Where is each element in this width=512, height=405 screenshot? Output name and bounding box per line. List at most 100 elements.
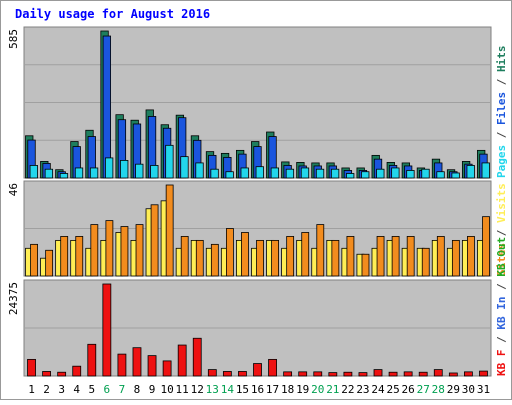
bar-files-day-6: [102, 35, 111, 179]
day-label-3: 3: [58, 383, 65, 396]
day-label-2: 2: [43, 383, 50, 396]
bar-kbytes-day-2: [42, 371, 51, 377]
day-label-12: 12: [191, 383, 204, 396]
axis-label-part: KB Out: [495, 237, 508, 277]
bar-sites-day-28: [436, 236, 445, 277]
bar-sites-day-29: [451, 239, 460, 277]
bar-pages-day-24: [376, 168, 385, 179]
bar-pages-day-14: [225, 171, 234, 179]
bar-pages-day-11: [180, 156, 189, 179]
day-label-31: 31: [477, 383, 490, 396]
bar-kbytes-day-26: [403, 371, 413, 377]
bar-kbytes-day-21: [328, 372, 338, 377]
series-kbytes: [27, 283, 488, 377]
axis-series-label: Pages / Files / Hits: [495, 46, 508, 179]
axis-label-part: /: [495, 330, 508, 350]
bar-kbytes-day-5: [87, 343, 97, 377]
bar-kbytes-day-7: [117, 353, 127, 377]
bar-pages-day-13: [210, 168, 219, 179]
bar-kbytes-day-1: [27, 358, 36, 377]
bar-kbytes-day-10: [162, 360, 172, 377]
bar-sites-day-19: [301, 232, 310, 277]
bar-pages-day-6: [105, 157, 114, 179]
bar-sites-day-26: [406, 236, 415, 277]
axis-series-label: Sites / Visits: [495, 183, 508, 276]
bar-kbytes-day-18: [283, 371, 293, 377]
axis-label-part: Pages: [495, 145, 508, 178]
bar-kbytes-day-25: [388, 371, 398, 377]
bar-sites-day-4: [75, 236, 84, 277]
axis-series-label: KB F / KB In / KB Out: [495, 237, 508, 376]
axis-label-part: /: [495, 125, 508, 145]
bar-kbytes-day-4: [72, 365, 82, 377]
bar-pages-day-15: [240, 167, 249, 179]
bar-sites-day-9: [150, 204, 159, 277]
day-label-13: 13: [206, 383, 219, 396]
bar-kbytes-day-28: [433, 369, 443, 377]
day-label-30: 30: [462, 383, 475, 396]
bar-pages-day-7: [120, 160, 129, 179]
bar-sites-day-7: [120, 226, 129, 277]
day-label-15: 15: [236, 383, 249, 396]
bar-pages-day-31: [481, 162, 490, 179]
day-label-19: 19: [296, 383, 309, 396]
bar-kbytes-day-3: [57, 371, 67, 377]
day-label-18: 18: [281, 383, 294, 396]
bar-pages-day-8: [135, 163, 144, 179]
bar-pages-day-30: [466, 165, 475, 179]
day-label-11: 11: [176, 383, 189, 396]
bar-pages-day-1: [29, 165, 38, 179]
bar-kbytes-day-16: [253, 363, 262, 377]
bar-pages-day-4: [74, 167, 84, 179]
bar-sites-day-30: [467, 236, 475, 277]
bar-sites-day-22: [346, 236, 355, 277]
day-label-16: 16: [251, 383, 264, 396]
axis-label-part: Visits: [495, 183, 508, 223]
bar-kbytes-day-22: [343, 371, 353, 377]
day-label-7: 7: [119, 383, 126, 396]
panel-hits-files-pages: 585 Pages / Files / Hits: [7, 26, 508, 179]
bar-kbytes-day-30: [463, 371, 473, 377]
bar-sites-day-3: [60, 236, 69, 277]
bar-kbytes-day-27: [418, 371, 428, 377]
bar-sites-day-12: [195, 239, 204, 277]
bar-sites-day-16: [256, 239, 264, 277]
bar-pages-day-21: [330, 168, 340, 179]
bar-pages-day-22: [346, 173, 355, 179]
bar-kbytes-day-31: [479, 370, 488, 377]
day-label-8: 8: [134, 383, 141, 396]
bar-sites-day-23: [361, 253, 370, 277]
day-label-21: 21: [326, 383, 339, 396]
bar-sites-day-2: [45, 249, 54, 277]
series-sites: [30, 184, 490, 277]
day-label-9: 9: [149, 383, 156, 396]
bar-sites-day-14: [226, 228, 234, 277]
bar-kbytes-day-29: [448, 372, 458, 377]
bar-kbytes-day-6: [102, 283, 112, 377]
day-label-25: 25: [386, 383, 399, 396]
day-label-4: 4: [73, 383, 80, 396]
bar-sites-day-15: [241, 232, 249, 277]
bar-sites-day-18: [286, 236, 295, 277]
bar-pages-day-28: [436, 171, 445, 179]
bar-sites-day-13: [210, 243, 219, 277]
day-label-1: 1: [28, 383, 35, 396]
day-label-6: 6: [104, 383, 111, 396]
bar-sites-day-25: [391, 236, 400, 277]
bar-sites-day-24: [376, 236, 385, 277]
panel-kbytes: 24375 KB F / KB In / KB Out: [7, 237, 508, 377]
day-label-23: 23: [356, 383, 369, 396]
bar-sites-day-17: [271, 239, 280, 277]
bar-kbytes-day-12: [192, 337, 202, 377]
day-label-22: 22: [341, 383, 354, 396]
bar-kbytes-day-11: [177, 344, 187, 377]
day-label-14: 14: [221, 383, 235, 396]
bar-kbytes-day-17: [268, 358, 277, 377]
bar-kbytes-day-20: [313, 371, 323, 377]
bar-sites-day-1: [30, 243, 38, 277]
bar-kbytes-day-14: [222, 371, 232, 377]
bar-sites-day-6: [105, 220, 114, 277]
bar-pages-day-9: [150, 165, 159, 179]
